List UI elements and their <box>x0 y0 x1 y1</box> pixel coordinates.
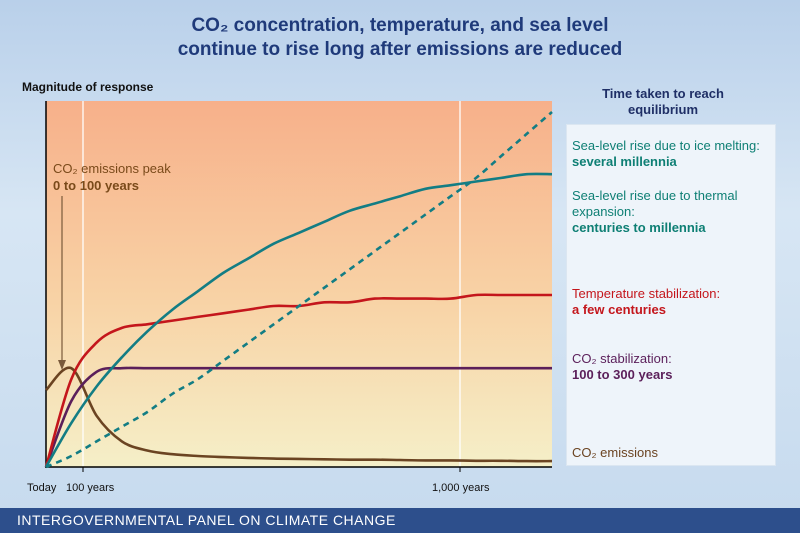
legend-ice-melting-label: Sea-level rise due to ice melting: <box>572 138 760 153</box>
peak-arrowhead <box>58 360 66 370</box>
legend-temperature-label: Temperature stabilization: <box>572 286 721 301</box>
legend-co2-emissions: CO₂ emissions <box>572 445 772 461</box>
annotation-line-1: CO₂ emissions peak <box>53 161 171 176</box>
legend-thermal-expansion-time: centuries to millennia <box>572 220 706 235</box>
series-line-co-emissions <box>45 366 553 463</box>
legend-ice-melting: Sea-level rise due to ice melting: sever… <box>572 138 772 170</box>
footer-bar: INTERGOVERNMENTAL PANEL ON CLIMATE CHANG… <box>0 508 800 533</box>
legend-panel <box>566 124 776 466</box>
footer-text: INTERGOVERNMENTAL PANEL ON CLIMATE CHANG… <box>17 512 396 528</box>
series-line-co-stabilization <box>44 366 552 468</box>
title-line-1: CO₂ concentration, temperature, and sea … <box>191 15 609 36</box>
title-line-2: continue to rise long after emissions ar… <box>177 39 623 60</box>
legend-thermal-expansion-label: Sea-level rise due to thermal expansion: <box>572 188 738 219</box>
legend-co2-emissions-label: CO₂ emissions <box>572 445 658 460</box>
x-tick-today: Today <box>27 482 57 494</box>
legend-co2-stabilization: CO₂ stabilization: 100 to 300 years <box>572 351 772 383</box>
legend-co2-stabilization-label: CO₂ stabilization: <box>572 351 672 366</box>
y-axis-label: Magnitude of response <box>22 80 154 94</box>
legend-temperature-time: a few centuries <box>572 302 666 317</box>
annotation-line-2: 0 to 100 years <box>53 178 140 193</box>
legend-temperature: Temperature stabilization: a few centuri… <box>572 286 772 318</box>
plot-area <box>46 101 552 467</box>
series-line-sea-level-rise-due-to-ice-melting <box>45 111 553 469</box>
legend-header: Time taken to reach equilibrium <box>602 86 724 117</box>
legend-thermal-expansion: Sea-level rise due to thermal expansion:… <box>572 188 767 236</box>
legend-co2-stabilization-time: 100 to 300 years <box>572 367 673 382</box>
x-tick-1000-years: 1,000 years <box>432 482 490 494</box>
legend-ice-melting-time: several millennia <box>572 154 677 169</box>
annotation-co2-peak: CO₂ emissions peak 0 to 100 years <box>53 160 171 194</box>
x-tick-100-years: 100 years <box>66 482 115 494</box>
